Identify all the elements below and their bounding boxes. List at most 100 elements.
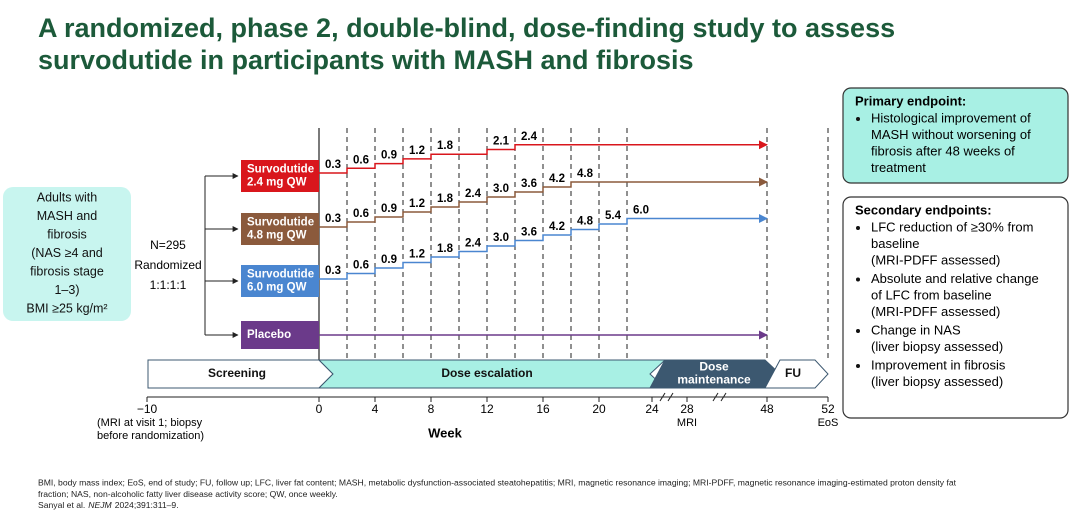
dose-label: 0.3: [325, 159, 341, 171]
tick-label: 52: [821, 402, 835, 416]
population-text: Adults with: [37, 190, 97, 204]
dose-label: 4.8: [577, 168, 594, 180]
endpoint-text: treatment: [871, 160, 926, 175]
tick-label: 48: [760, 402, 774, 416]
title: A randomized, phase 2, double-blind, dos…: [38, 13, 895, 43]
dose-label: 3.0: [493, 232, 509, 244]
dose-label: 4.2: [549, 173, 565, 185]
dose-label: 5.4: [605, 210, 622, 222]
phase-label: Dose: [699, 360, 729, 374]
tick-label: 16: [536, 402, 550, 416]
bullet: [856, 329, 860, 333]
dose-label: 0.6: [353, 260, 369, 272]
tick-label: 8: [428, 402, 435, 416]
endpoint-text: Absolute and relative change: [871, 271, 1039, 286]
dose-label: 3.6: [521, 178, 537, 190]
endpoint-text: MASH without worsening of: [871, 127, 1031, 142]
reference-part: NEJM: [88, 500, 112, 510]
tick-label: 20: [592, 402, 606, 416]
dose-label: 1.8: [437, 140, 454, 152]
randomization-text: 1:1:1:1: [150, 278, 187, 292]
phase-label: FU: [785, 366, 801, 380]
phase-arrow: [764, 359, 829, 389]
endpoint-text: Histological improvement of: [871, 110, 1031, 125]
randomization-text: Randomized: [134, 258, 201, 272]
arm-label: Placebo: [247, 329, 291, 341]
arm-label: Survodutide: [247, 269, 314, 281]
arm-label: Survodutide: [247, 217, 314, 229]
dose-label: 4.8: [577, 216, 594, 228]
screening-note: before randomization): [97, 430, 204, 442]
tick-label: 4: [372, 402, 379, 416]
endpoint-text: Improvement in fibrosis: [871, 357, 1006, 372]
endpoint-text: (liver biopsy assessed): [871, 374, 1003, 389]
arm-line: [319, 140, 768, 174]
tick-label: 28: [680, 402, 694, 416]
population-text: fibrosis: [47, 227, 87, 241]
phase-label: maintenance: [677, 373, 751, 387]
tick-label: 12: [480, 402, 494, 416]
arm-line: [319, 214, 768, 280]
population-text: fibrosis stage: [30, 264, 104, 278]
axis-title: Week: [428, 425, 462, 440]
axis-break: [720, 392, 727, 402]
bullet: [856, 277, 860, 282]
dose-label: 0.9: [381, 254, 397, 266]
endpoint-text: of LFC from baseline: [871, 287, 992, 302]
endpoint-text: (MRI-PDFF assessed): [871, 252, 1000, 267]
reference-part: Sanyal et al.: [38, 500, 85, 510]
bullet: [856, 364, 860, 368]
footnote: fraction; NAS, non-alcoholic fatty liver…: [38, 489, 338, 499]
tick-note: EoS: [818, 417, 839, 429]
tick-note: MRI: [677, 417, 697, 429]
dose-label: 1.8: [437, 243, 454, 255]
tick-label: 0: [316, 402, 323, 416]
dose-label: 1.2: [409, 198, 425, 210]
dose-label: 0.3: [325, 265, 341, 277]
population-text: 1–3): [54, 283, 79, 297]
phase-label: Dose escalation: [441, 366, 532, 380]
arm-label: 6.0 mg QW: [247, 282, 307, 294]
reference: Sanyal et al. NEJM 2024;391:311–9.: [38, 500, 179, 510]
tick-label: 24: [645, 402, 659, 416]
dose-label: 3.6: [521, 227, 537, 239]
population-text: (NAS ≥4 and: [31, 246, 103, 260]
dose-label: 1.2: [409, 249, 425, 261]
endpoint-text: baseline: [871, 236, 919, 251]
phase-label: Screening: [208, 366, 266, 380]
axis-break: [659, 392, 666, 402]
endpoint-box: [842, 196, 1069, 419]
arm-label-box: [241, 321, 319, 349]
endpoint-text: fibrosis after 48 weeks of: [871, 143, 1015, 158]
arm-label-box: [241, 160, 319, 192]
population-text: MASH and: [37, 209, 97, 223]
dose-label: 1.2: [409, 145, 425, 157]
endpoint-text: (liver biopsy assessed): [871, 339, 1003, 354]
dose-label: 2.4: [465, 188, 482, 200]
dose-label: 2.4: [465, 238, 482, 250]
reference-part: 2024;391:311–9.: [115, 500, 179, 510]
endpoint-title: Secondary endpoints:: [855, 202, 992, 217]
dose-label: 3.0: [493, 183, 509, 195]
endpoint-text: LFC reduction of ≥30% from: [871, 219, 1033, 234]
population-text: BMI ≥25 kg/m²: [26, 301, 107, 315]
dose-label: 0.6: [353, 208, 369, 220]
screening-note: (MRI at visit 1; biopsy: [97, 417, 203, 429]
dose-label: 6.0: [633, 205, 649, 217]
endpoint-box: [842, 87, 1069, 184]
randomization-text: N=295: [150, 238, 186, 252]
endpoint-text: (MRI-PDFF assessed): [871, 304, 1000, 319]
arm-line: [319, 177, 768, 228]
arm-label: Survodutide: [247, 164, 314, 176]
axis-break: [667, 392, 674, 402]
dose-label: 0.9: [381, 203, 397, 215]
endpoint-title: Primary endpoint:: [855, 93, 966, 108]
footnote: BMI, body mass index; EoS, end of study;…: [38, 477, 957, 487]
dose-label: 4.2: [549, 221, 565, 233]
arm-label-box: [241, 265, 319, 297]
tick-label: −10: [137, 402, 158, 416]
arm-label: 4.8 mg QW: [247, 230, 307, 242]
bullet: [856, 226, 860, 230]
endpoint-text: Change in NAS: [871, 322, 961, 337]
